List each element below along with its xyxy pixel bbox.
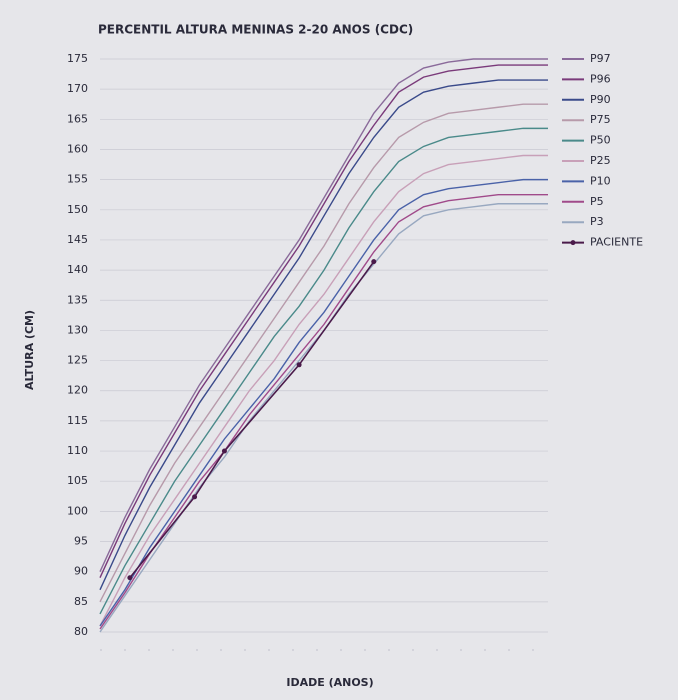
legend-label: PACIENTE (590, 236, 643, 249)
y-tick-label: 130 (67, 323, 88, 336)
data-point (371, 259, 377, 265)
y-tick-label: 80 (74, 625, 88, 638)
y-axis-label: ALTURA (CM) (23, 310, 36, 390)
legend-label: P96 (590, 72, 611, 85)
chart-title: PERCENTIL ALTURA MENINAS 2-20 ANOS (CDC) (98, 23, 413, 37)
series-line (99, 154, 548, 627)
series-line (99, 203, 548, 633)
data-point (192, 494, 198, 500)
y-tick-label: 115 (67, 414, 88, 427)
y-tick-label: 105 (67, 474, 88, 487)
legend-label: P25 (590, 154, 611, 167)
series-line (99, 194, 548, 630)
y-tick-label: 140 (67, 263, 88, 276)
data-point (221, 448, 227, 454)
y-tick-label: 85 (74, 595, 88, 608)
y-tick-label: 170 (67, 82, 88, 95)
legend-label: P3 (590, 215, 604, 228)
y-tick-label: 165 (67, 112, 88, 125)
y-tick-label: 90 (74, 565, 88, 578)
data-point (296, 362, 302, 368)
y-tick-label: 100 (67, 504, 88, 517)
y-tick-label: 150 (67, 203, 88, 216)
legend-label: P97 (590, 52, 611, 65)
y-tick-label: 110 (67, 444, 88, 457)
y-tick-label: 120 (67, 384, 88, 397)
legend-label: P50 (590, 134, 611, 147)
series-line (99, 64, 548, 579)
data-point (127, 575, 133, 581)
y-tick-label: 135 (67, 293, 88, 306)
y-tick-label: 155 (67, 173, 88, 186)
y-tick-label: 160 (67, 142, 88, 155)
legend-label: P90 (590, 93, 611, 106)
series-line (99, 178, 548, 627)
legend-label: P5 (590, 195, 604, 208)
series-line (99, 127, 548, 615)
legend-marker (570, 240, 576, 246)
legend-label: P10 (590, 174, 611, 187)
y-tick-label: 95 (74, 535, 88, 548)
y-tick-label: 175 (67, 52, 88, 65)
legend-label: P75 (590, 113, 611, 126)
series-line (99, 58, 548, 572)
y-tick-label: 145 (67, 233, 88, 246)
series-line (99, 79, 548, 591)
series-line (99, 103, 548, 603)
x-axis-label: IDADE (ANOS) (286, 676, 373, 689)
y-tick-label: 125 (67, 354, 88, 367)
